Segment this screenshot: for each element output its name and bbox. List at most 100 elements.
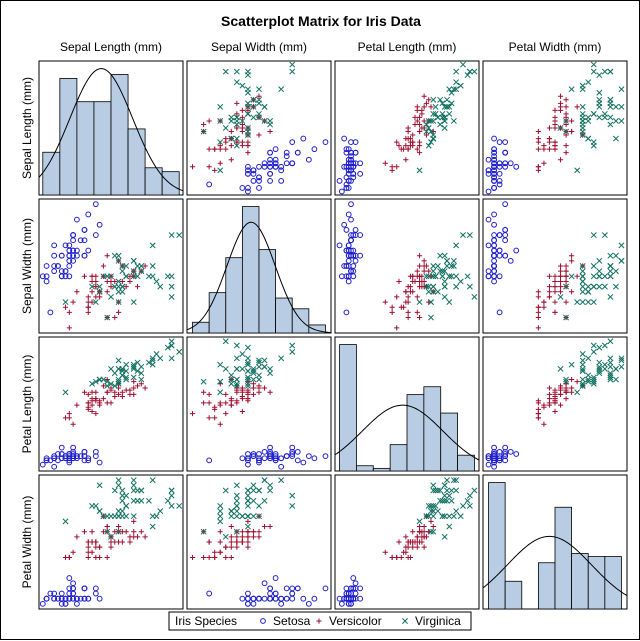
point-versicolor (201, 554, 207, 561)
point-setosa (491, 459, 497, 466)
point-setosa (496, 309, 503, 316)
point-versicolor (546, 273, 553, 279)
point-setosa (343, 273, 350, 280)
point-versicolor (569, 389, 575, 395)
point-virginica (607, 372, 614, 379)
point-virginica (612, 365, 619, 372)
point-virginica (233, 482, 240, 489)
point-virginica (168, 232, 175, 239)
point-versicolor (267, 523, 273, 530)
point-versicolor (138, 529, 144, 535)
point-virginica (217, 117, 224, 124)
point-versicolor (104, 389, 110, 395)
point-virginica (123, 374, 130, 381)
point-setosa (81, 227, 88, 233)
point-virginica (596, 273, 603, 280)
point-virginica (217, 502, 224, 509)
point-versicolor (250, 385, 257, 391)
point-setosa (341, 135, 348, 142)
point-versicolor (66, 415, 72, 421)
point-virginica (557, 365, 564, 372)
histogram-bar (225, 257, 243, 334)
point-virginica (590, 263, 597, 269)
point-virginica (585, 79, 592, 86)
point-virginica (416, 299, 423, 306)
point-setosa (491, 167, 497, 174)
point-virginica (149, 263, 156, 269)
point-setosa (245, 170, 251, 177)
point-setosa (496, 247, 503, 254)
point-versicolor (112, 393, 118, 400)
point-versicolor (115, 391, 122, 398)
point-setosa (85, 595, 92, 602)
point-setosa (81, 448, 88, 455)
point-virginica (590, 61, 597, 68)
point-setosa (272, 575, 279, 581)
point-versicolor (70, 421, 76, 427)
point-versicolor (250, 529, 257, 535)
point-virginica (250, 482, 257, 489)
point-virginica (430, 268, 437, 275)
point-versicolor (557, 402, 564, 408)
point-virginica (444, 497, 450, 504)
point-versicolor (414, 146, 420, 152)
point-versicolor (410, 289, 416, 295)
point-virginica (145, 497, 152, 504)
point-setosa (245, 455, 251, 462)
legend-marker-setosa (260, 618, 266, 624)
point-versicolor (557, 387, 564, 393)
point-setosa (485, 170, 492, 177)
point-versicolor (416, 150, 423, 156)
point-setosa (92, 232, 99, 238)
point-setosa (350, 160, 357, 167)
point-virginica (157, 283, 164, 290)
point-virginica (596, 365, 603, 372)
point-versicolor (206, 391, 212, 398)
point-virginica (119, 497, 126, 504)
point-virginica (130, 257, 137, 264)
point-versicolor (574, 379, 580, 385)
point-setosa (39, 273, 46, 280)
point-virginica (138, 497, 145, 504)
point-virginica (430, 283, 437, 290)
density-curve (334, 404, 480, 461)
point-setosa (496, 457, 503, 464)
point-setosa (491, 185, 497, 191)
point-virginica (130, 374, 137, 381)
point-versicolor (85, 406, 91, 412)
point-setosa (51, 242, 58, 249)
point-virginica (244, 513, 251, 520)
point-versicolor (223, 135, 229, 142)
point-setosa (300, 459, 307, 466)
point-virginica (579, 368, 586, 374)
histogram-bar (339, 344, 357, 472)
point-versicolor (100, 383, 107, 389)
point-virginica (612, 268, 619, 275)
point-versicolor (569, 128, 575, 135)
point-virginica (579, 288, 586, 295)
point-virginica (432, 103, 439, 110)
point-virginica (115, 380, 122, 387)
point-virginica (222, 338, 229, 345)
point-virginica (607, 273, 614, 280)
point-virginica (256, 359, 262, 366)
row-label-sepal-length: Sepal Length (mm) (20, 77, 34, 179)
point-virginica (430, 263, 437, 269)
point-virginica (138, 268, 145, 275)
point-versicolor (228, 157, 234, 163)
point-virginica (123, 273, 130, 280)
point-setosa (491, 444, 497, 451)
point-virginica (585, 135, 592, 142)
point-virginica (453, 508, 460, 515)
point-setosa (289, 444, 296, 451)
point-virginica (244, 497, 251, 504)
point-virginica (446, 299, 453, 306)
point-virginica (244, 376, 251, 383)
histogram-bar (161, 171, 180, 196)
point-versicolor (228, 554, 234, 561)
point-setosa (338, 188, 345, 195)
point-virginica (100, 513, 107, 520)
point-virginica (250, 365, 257, 372)
histogram-bar (76, 101, 95, 196)
point-setosa (58, 273, 65, 280)
